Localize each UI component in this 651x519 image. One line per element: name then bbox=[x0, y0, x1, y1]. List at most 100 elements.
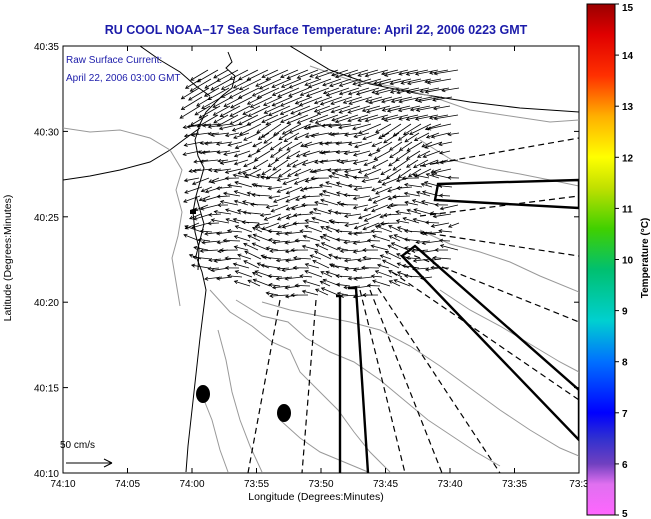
current-vector bbox=[237, 87, 260, 99]
current-vector bbox=[331, 171, 350, 179]
current-vector bbox=[344, 266, 360, 271]
current-vector bbox=[222, 191, 241, 197]
current-vector bbox=[288, 78, 312, 89]
current-vector bbox=[302, 279, 321, 287]
current-vector bbox=[258, 78, 282, 90]
current-vector bbox=[380, 221, 400, 226]
current-vector bbox=[376, 263, 390, 269]
current-vector bbox=[190, 69, 209, 81]
current-vector bbox=[199, 229, 213, 234]
current-vector bbox=[447, 175, 460, 180]
current-vector bbox=[255, 78, 272, 87]
current-vector bbox=[225, 208, 242, 215]
current-vector bbox=[414, 96, 433, 102]
y-tick-label: 40:15 bbox=[34, 384, 59, 395]
current-vector bbox=[347, 276, 363, 281]
current-vector bbox=[259, 213, 272, 218]
current-vector bbox=[403, 237, 421, 242]
current-vector bbox=[319, 159, 339, 164]
current-vector bbox=[304, 262, 320, 269]
current-vector bbox=[191, 177, 210, 186]
current-vector bbox=[304, 218, 320, 224]
current-vector bbox=[396, 186, 413, 191]
current-vector bbox=[434, 247, 449, 253]
current-vector bbox=[330, 220, 350, 225]
current-vector bbox=[309, 254, 322, 260]
current-vector bbox=[425, 173, 440, 179]
current-vector bbox=[363, 213, 382, 222]
current-vector bbox=[233, 159, 249, 166]
current-vector bbox=[184, 186, 203, 194]
current-vector bbox=[294, 238, 311, 243]
current-vector bbox=[386, 105, 411, 113]
current-vector bbox=[343, 240, 361, 245]
current-vector bbox=[413, 132, 430, 141]
current-vector bbox=[265, 291, 279, 296]
current-vector bbox=[242, 105, 261, 115]
current-vector bbox=[327, 168, 342, 173]
current-vector bbox=[407, 78, 432, 86]
current-vector bbox=[370, 229, 383, 234]
current-vector bbox=[381, 105, 401, 112]
current-vector bbox=[247, 234, 261, 242]
current-vector bbox=[338, 87, 360, 96]
current-vector bbox=[393, 279, 411, 287]
current-vector bbox=[313, 96, 333, 105]
current-vector bbox=[344, 168, 362, 174]
current-vector bbox=[243, 159, 259, 168]
current-vector bbox=[226, 273, 243, 279]
current-vector bbox=[402, 123, 422, 136]
current-vector bbox=[201, 96, 223, 109]
current-vector bbox=[438, 183, 453, 188]
current-vector bbox=[375, 186, 393, 195]
current-vector bbox=[411, 248, 429, 253]
current-vector bbox=[335, 274, 353, 279]
current-vector bbox=[347, 141, 363, 146]
current-vector bbox=[370, 274, 383, 279]
current-vector bbox=[319, 280, 331, 287]
current-vector bbox=[207, 221, 220, 226]
current-vector bbox=[180, 87, 200, 100]
current-vector bbox=[430, 222, 450, 228]
current-vector bbox=[233, 245, 249, 251]
current-vector bbox=[339, 248, 359, 253]
current-vector bbox=[328, 123, 352, 129]
current-vector bbox=[404, 132, 420, 143]
current-vector bbox=[343, 285, 361, 290]
current-vector bbox=[372, 195, 391, 204]
current-vector bbox=[331, 69, 349, 77]
current-vector bbox=[380, 168, 392, 175]
current-vector bbox=[397, 105, 421, 113]
current-vector bbox=[343, 193, 361, 198]
current-vector bbox=[335, 141, 353, 146]
colorbar-tick-label: 6 bbox=[622, 460, 628, 471]
current-vector bbox=[314, 200, 329, 206]
current-vector bbox=[424, 267, 440, 272]
current-vector bbox=[269, 141, 283, 151]
current-vector bbox=[212, 96, 233, 108]
current-vector bbox=[233, 190, 251, 197]
current-vector bbox=[424, 141, 443, 149]
current-vector bbox=[352, 123, 372, 131]
current-vector bbox=[283, 132, 300, 142]
current-vector bbox=[411, 199, 429, 206]
current-vector bbox=[260, 263, 280, 269]
y-tick-label: 40:25 bbox=[34, 213, 59, 224]
current-vector bbox=[312, 259, 330, 269]
current-vector bbox=[261, 69, 279, 79]
y-tick-label: 40:30 bbox=[34, 127, 59, 138]
current-vector bbox=[179, 105, 201, 119]
current-vector bbox=[439, 150, 451, 155]
current-vector bbox=[288, 87, 310, 97]
current-vector bbox=[250, 202, 269, 207]
current-vector bbox=[281, 123, 302, 135]
current-vector bbox=[234, 180, 253, 188]
current-vector bbox=[255, 222, 270, 227]
current-vector bbox=[260, 175, 280, 180]
current-vector bbox=[268, 282, 281, 287]
current-vector bbox=[208, 257, 222, 263]
current-vector bbox=[395, 219, 410, 224]
current-vector bbox=[285, 258, 302, 263]
colorbar-tick-label: 14 bbox=[622, 51, 634, 62]
